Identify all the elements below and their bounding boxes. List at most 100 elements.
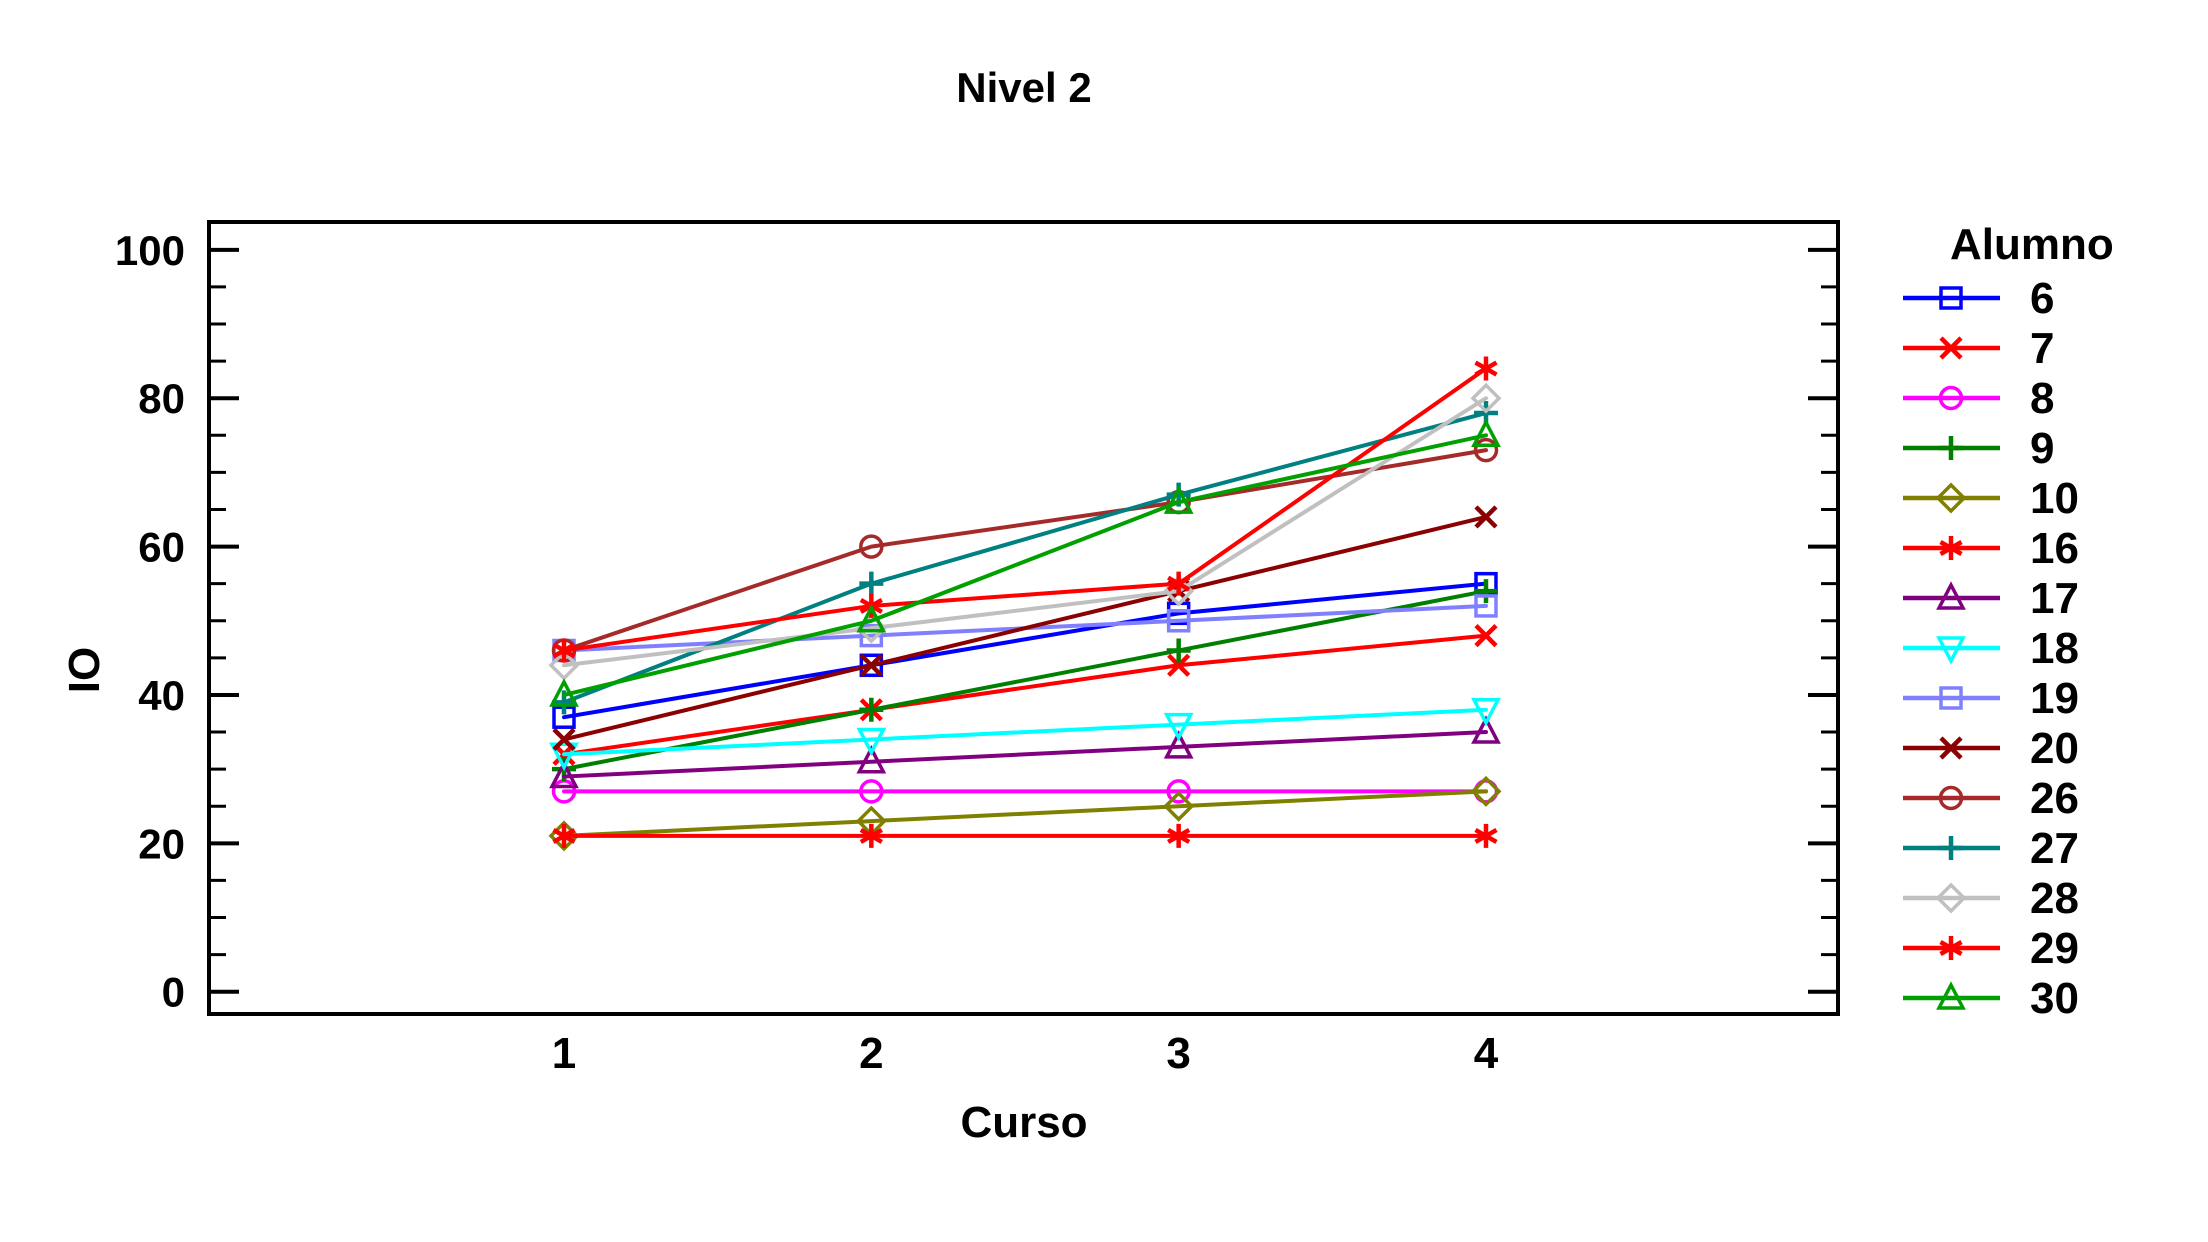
legend-entry-label: 28 bbox=[2030, 874, 2079, 923]
marker-square bbox=[1939, 686, 1963, 710]
marker-circle bbox=[859, 779, 884, 804]
legend-entry: 19 bbox=[1903, 674, 2079, 723]
y-tick-label: 80 bbox=[138, 375, 185, 422]
series-18 bbox=[549, 698, 1501, 772]
legend-entry: 7 bbox=[1903, 324, 2054, 373]
marker-triangle-up bbox=[549, 759, 579, 789]
legend-entry: 27 bbox=[1903, 824, 2079, 873]
legend-entry: 10 bbox=[1903, 474, 2079, 523]
legend-title: Alumno bbox=[1950, 220, 2114, 269]
marker-square bbox=[859, 653, 884, 678]
y-tick-label: 0 bbox=[162, 969, 185, 1016]
marker-asterisk bbox=[859, 823, 883, 848]
y-tick-label: 20 bbox=[138, 820, 185, 867]
marker-circle bbox=[1938, 785, 1964, 811]
legend-entry: 18 bbox=[1903, 624, 2079, 673]
marker-asterisk bbox=[1939, 536, 1963, 560]
x-tick-label: 4 bbox=[1474, 1029, 1499, 1078]
marker-triangle-up bbox=[856, 744, 887, 774]
marker-triangle-up bbox=[1163, 485, 1194, 514]
marker-triangle-up bbox=[856, 603, 887, 633]
legend-entry-label: 19 bbox=[2030, 674, 2079, 723]
marker-triangle-up bbox=[1936, 981, 1966, 1010]
marker-triangle-up bbox=[1936, 581, 1966, 610]
series-28 bbox=[548, 382, 1502, 681]
legend-entry: 9 bbox=[1903, 424, 2054, 473]
series-line bbox=[562, 589, 1488, 772]
legend-entry-label: 8 bbox=[2030, 374, 2054, 423]
x-tick-label: 2 bbox=[859, 1029, 883, 1078]
marker-triangle-up bbox=[549, 678, 579, 707]
marker-square bbox=[859, 623, 884, 648]
series-8 bbox=[551, 779, 1499, 804]
series-29 bbox=[552, 356, 1498, 663]
marker-plus bbox=[1939, 836, 1963, 860]
y-tick-label: 100 bbox=[115, 227, 185, 274]
legend-entry-label: 30 bbox=[2030, 974, 2079, 1023]
series-10 bbox=[548, 775, 1502, 852]
series-line bbox=[562, 514, 1488, 742]
series-line bbox=[562, 396, 1488, 668]
legend-entry-label: 16 bbox=[2030, 524, 2079, 573]
marker-circle bbox=[1938, 385, 1964, 411]
series-line bbox=[562, 789, 1488, 838]
marker-x bbox=[1939, 336, 1963, 360]
legend-entry-label: 10 bbox=[2030, 474, 2079, 523]
x-axis-label: Curso bbox=[960, 1098, 1088, 1147]
marker-plus bbox=[1166, 638, 1191, 663]
marker-x bbox=[1167, 653, 1191, 677]
legend-entry: 28 bbox=[1903, 874, 2079, 923]
legend-entry: 6 bbox=[1903, 274, 2054, 323]
marker-circle bbox=[859, 534, 884, 559]
series-line bbox=[562, 581, 1488, 720]
series-30 bbox=[549, 418, 1501, 707]
marker-plus bbox=[1939, 436, 1963, 460]
y-axis-label: IO bbox=[60, 646, 109, 694]
marker-diamond bbox=[1935, 882, 1967, 914]
marker-x bbox=[1474, 505, 1498, 529]
marker-asterisk bbox=[1939, 936, 1963, 960]
legend-entry-label: 7 bbox=[2030, 324, 2054, 373]
legend-entry-label: 6 bbox=[2030, 274, 2054, 323]
marker-asterisk bbox=[1167, 571, 1191, 596]
series-27 bbox=[552, 401, 1498, 715]
x-tick-label: 3 bbox=[1166, 1029, 1190, 1078]
series-line bbox=[562, 633, 1488, 757]
legend-entry-label: 17 bbox=[2030, 574, 2079, 623]
marker-circle bbox=[1473, 437, 1499, 463]
legend-entry-label: 27 bbox=[2030, 824, 2079, 873]
marker-plus bbox=[859, 697, 884, 722]
legend-entry: 30 bbox=[1903, 974, 2079, 1023]
marker-asterisk bbox=[552, 823, 576, 848]
y-axis-ticks: 0 20 40 60 80 100 bbox=[115, 227, 1838, 1016]
marker-asterisk bbox=[1167, 823, 1191, 848]
y-tick-label: 40 bbox=[138, 672, 185, 719]
chart-title: Nivel 2 bbox=[956, 64, 1092, 111]
legend-entry-label: 26 bbox=[2030, 774, 2079, 823]
marker-plus bbox=[859, 571, 884, 596]
legend-entry: 29 bbox=[1903, 924, 2079, 973]
legend-entry-label: 29 bbox=[2030, 924, 2079, 973]
series-16 bbox=[552, 823, 1498, 848]
marker-triangle-down bbox=[1936, 636, 1966, 665]
marker-square bbox=[1166, 609, 1191, 633]
y-tick-label: 60 bbox=[138, 524, 185, 571]
marker-diamond bbox=[1470, 775, 1502, 807]
legend-entry: 20 bbox=[1903, 724, 2079, 773]
series-20 bbox=[552, 505, 1498, 752]
legend-entry: 16 bbox=[1903, 524, 2079, 573]
marker-diamond bbox=[1935, 482, 1967, 514]
marker-x bbox=[859, 653, 883, 677]
legend-entry-label: 9 bbox=[2030, 424, 2054, 473]
series-line bbox=[562, 411, 1488, 705]
marker-triangle-up bbox=[1471, 418, 1501, 448]
series-line bbox=[562, 433, 1488, 697]
legend-entry: 26 bbox=[1903, 774, 2079, 823]
marker-circle bbox=[1166, 779, 1191, 804]
marker-square bbox=[1474, 594, 1498, 618]
marker-asterisk bbox=[1474, 356, 1498, 381]
marker-triangle-down bbox=[1471, 698, 1501, 727]
